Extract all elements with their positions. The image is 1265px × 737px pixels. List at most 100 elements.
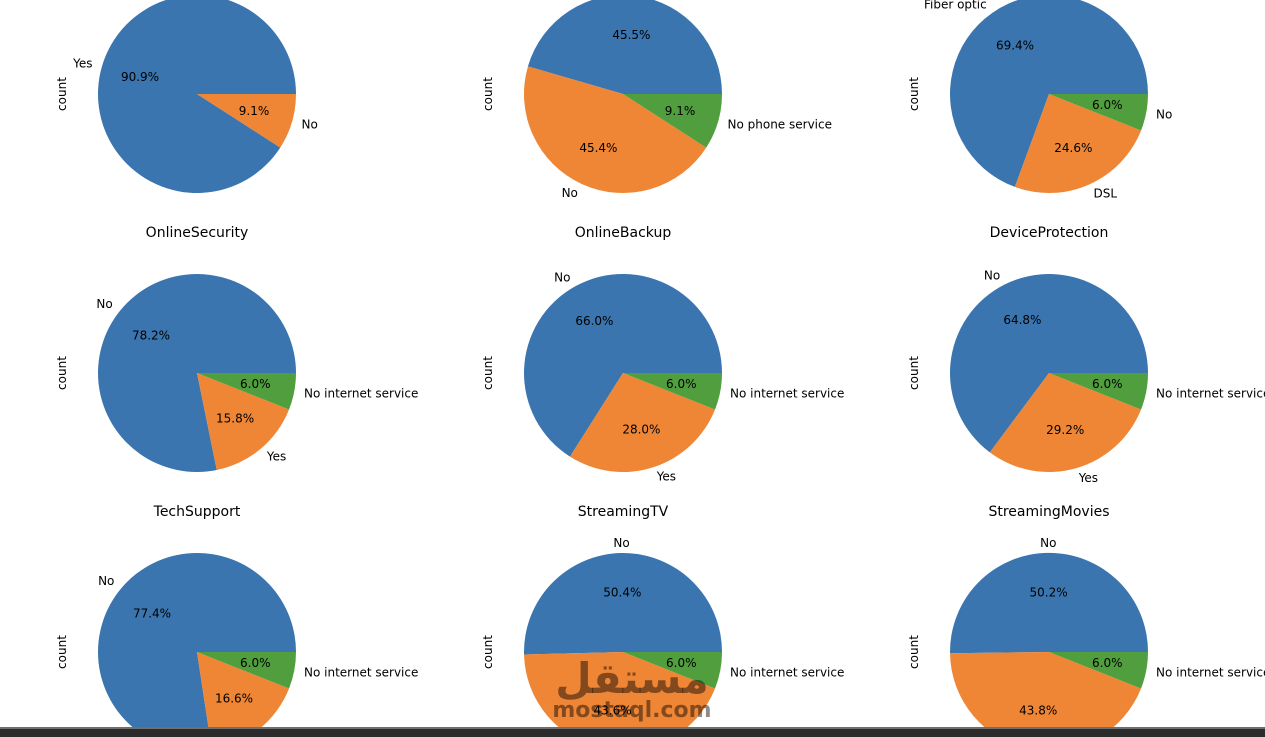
- slice-percent-label: 77.4%: [133, 606, 171, 620]
- pie-slice: [1049, 373, 1148, 410]
- slice-label: No internet service: [730, 665, 844, 679]
- pie-slice: [197, 373, 296, 410]
- slice-percent-label: 45.4%: [579, 141, 617, 155]
- y-axis-label: count: [481, 356, 495, 390]
- slice-percent-label: 43.6%: [594, 704, 632, 718]
- pie-slice: [1049, 94, 1148, 131]
- slice-label: No internet service: [304, 665, 418, 679]
- y-axis-label: count: [907, 356, 921, 390]
- pie-slice: [527, 0, 722, 94]
- chart-title: StreamingTV: [578, 504, 669, 520]
- y-axis-label: count: [907, 77, 921, 111]
- slice-percent-label: 69.4%: [996, 38, 1034, 52]
- chart-title: OnlineSecurity: [146, 225, 249, 241]
- pie-slice: [197, 652, 296, 689]
- pie-slice: [197, 94, 296, 148]
- slice-percent-label: 6.0%: [666, 656, 697, 670]
- slice-percent-label: 64.8%: [1003, 313, 1041, 327]
- pie-slice: [197, 373, 290, 471]
- pie-slice: [950, 652, 1142, 737]
- y-axis-label: count: [481, 635, 495, 669]
- chart-title: DeviceProtection: [990, 225, 1109, 241]
- slice-label: No: [96, 297, 112, 311]
- pie-slice: [950, 552, 1149, 654]
- watermark-latin: mostaql.com: [552, 698, 711, 723]
- slice-label: No internet service: [1156, 386, 1265, 400]
- y-axis-label: count: [55, 77, 69, 111]
- pie-slice: [623, 652, 722, 689]
- pie-chart-3: Fiber optic 69.4% DSL 24.6% No 6.0% count: [907, 0, 1172, 200]
- chart-title: OnlineBackup: [575, 225, 672, 241]
- y-axis-label: count: [55, 356, 69, 390]
- slice-label: Fiber optic: [924, 0, 987, 12]
- slice-label: No: [302, 118, 318, 132]
- slice-label: Yes: [1078, 471, 1098, 485]
- slice-label: No: [554, 271, 570, 285]
- pie-slice: [98, 0, 296, 193]
- slice-label: No: [1040, 536, 1056, 550]
- slice-label: No phone service: [728, 118, 832, 132]
- pie-chart-4: No 78.2% Yes 15.8% No internet service 6.0% co…: [55, 225, 418, 473]
- watermark-arabic: مستقل: [555, 654, 709, 703]
- slice-percent-label: 78.2%: [132, 328, 170, 342]
- slice-label: Yes: [266, 450, 286, 464]
- slice-percent-label: 9.1%: [239, 104, 270, 118]
- slice-percent-label: 50.2%: [1030, 586, 1068, 600]
- pie-slice: [524, 274, 722, 457]
- pie-slice: [949, 274, 1148, 453]
- slice-label: No internet service: [1156, 665, 1265, 679]
- pie-chart-5: No 66.0% Yes 28.0% No internet service 6.0% co…: [481, 225, 844, 484]
- slice-percent-label: 43.8%: [1019, 703, 1057, 717]
- slice-label: DSL: [1094, 186, 1118, 200]
- slice-percent-label: 66.0%: [575, 314, 613, 328]
- pie-slice: [197, 652, 290, 737]
- slice-percent-label: 90.9%: [121, 70, 159, 84]
- slice-label: No: [1156, 107, 1172, 121]
- pie-slice: [950, 0, 1148, 187]
- pie-slice: [98, 274, 296, 473]
- chart-title: TechSupport: [153, 504, 241, 520]
- slice-label: No internet service: [730, 386, 844, 400]
- slice-label: No: [98, 574, 114, 588]
- slice-percent-label: 9.1%: [665, 104, 696, 118]
- slice-percent-label: 29.2%: [1046, 423, 1084, 437]
- y-axis-label: count: [481, 77, 495, 111]
- pie-chart-6: No 64.8% Yes 29.2% No internet service 6.0% co…: [907, 225, 1265, 485]
- pie-slice: [524, 652, 716, 737]
- slice-label: No: [984, 269, 1000, 283]
- pie-slice: [1049, 652, 1148, 689]
- watermark: مستقل mostaql.com: [552, 654, 711, 723]
- slice-label: No: [613, 536, 629, 550]
- pie-slice: [1014, 94, 1142, 193]
- slice-percent-label: 45.5%: [612, 28, 650, 42]
- slice-percent-label: 6.0%: [240, 377, 271, 391]
- slice-percent-label: 24.6%: [1054, 141, 1092, 155]
- slice-percent-label: 6.0%: [1092, 98, 1123, 112]
- slice-label: No: [562, 186, 578, 200]
- slice-percent-label: 6.0%: [1092, 377, 1123, 391]
- pie-slice: [569, 373, 716, 473]
- chart-title: StreamingMovies: [988, 504, 1109, 520]
- slice-percent-label: 50.4%: [603, 586, 641, 600]
- slice-label: No internet service: [304, 386, 418, 400]
- pie-chart-1: Yes 90.9% No 9.1% count: [55, 0, 318, 193]
- slice-percent-label: 15.8%: [216, 412, 254, 426]
- slice-percent-label: 16.6%: [215, 692, 253, 706]
- y-axis-label: count: [907, 635, 921, 669]
- pie-slice: [989, 373, 1142, 473]
- pie-slice: [524, 553, 722, 655]
- bottom-scrollbar-edge: [0, 727, 1265, 737]
- slice-label: Yes: [72, 56, 92, 70]
- slice-percent-label: 6.0%: [666, 377, 697, 391]
- pie-slice: [623, 94, 722, 148]
- slice-percent-label: 6.0%: [1092, 656, 1123, 670]
- pie-slice: [623, 373, 722, 410]
- slice-label: Yes: [656, 470, 676, 484]
- slice-percent-label: 6.0%: [240, 656, 271, 670]
